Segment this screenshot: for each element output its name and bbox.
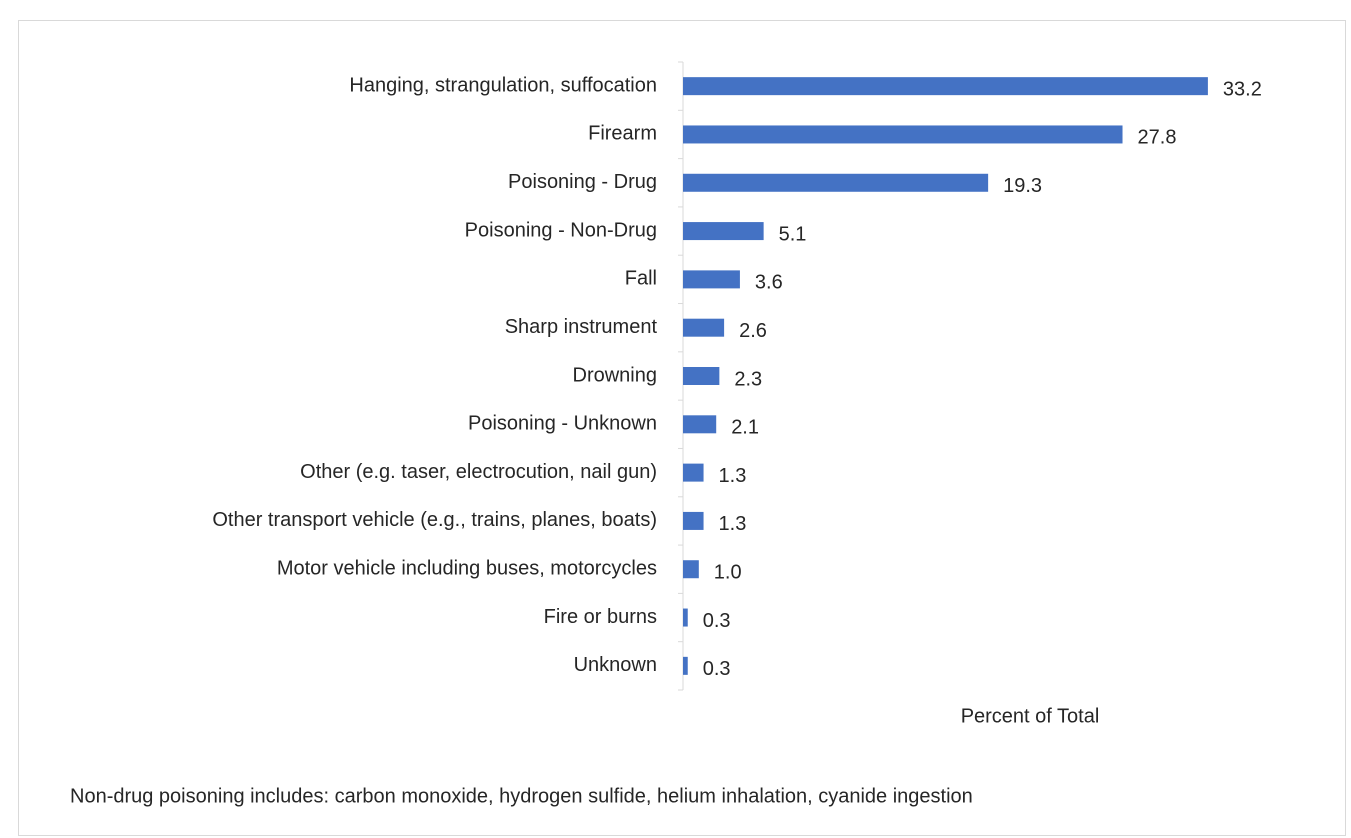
bar [683,608,688,627]
chart-frame [18,20,1346,836]
bar [683,173,989,192]
bar [683,367,720,385]
bar [683,656,688,675]
bar [683,415,717,434]
bar [683,270,740,289]
y-tick-label: Sharp instrument [505,316,658,338]
y-tick-label: Hanging, strangulation, suffocation [349,74,657,96]
data-label: 33.2 [1223,78,1262,100]
data-label: 27.8 [1138,127,1177,149]
y-tick-label: Unknown [574,654,657,676]
y-tick-label: Other transport vehicle (e.g., trains, p… [212,509,657,531]
y-tick-label: Fire or burns [544,606,657,628]
y-tick-label: Poisoning - Non-Drug [465,219,657,241]
data-label: 0.3 [703,658,731,680]
data-label: 0.3 [703,610,731,632]
data-label: 1.0 [714,562,742,584]
note: Non-drug poisoning includes: carbon mono… [70,785,973,807]
y-tick-label: Other (e.g. taser, electrocution, nail g… [300,461,657,483]
bar [683,511,704,530]
data-label: 19.3 [1003,175,1042,197]
y-tick-label: Fall [625,268,657,290]
data-label: 1.3 [719,513,747,535]
y-tick-label: Poisoning - Drug [508,171,657,193]
data-label: 3.6 [755,272,783,294]
bar [683,77,1208,96]
bar [683,560,699,579]
data-label: 1.3 [719,465,747,487]
y-tick-label: Firearm [588,123,657,145]
data-label: 2.1 [731,417,759,439]
bar [683,318,725,337]
y-tick-label: Poisoning - Unknown [468,413,657,435]
data-label: 2.6 [739,320,767,342]
data-label: 5.1 [779,223,807,245]
y-tick-label: Drowning [573,364,657,386]
x-axis-label: Percent of Total [961,705,1100,727]
bar [683,463,704,482]
bar [683,222,764,241]
data-label: 2.3 [734,368,762,390]
bar [683,125,1123,144]
y-tick-label: Motor vehicle including buses, motorcycl… [277,558,657,580]
